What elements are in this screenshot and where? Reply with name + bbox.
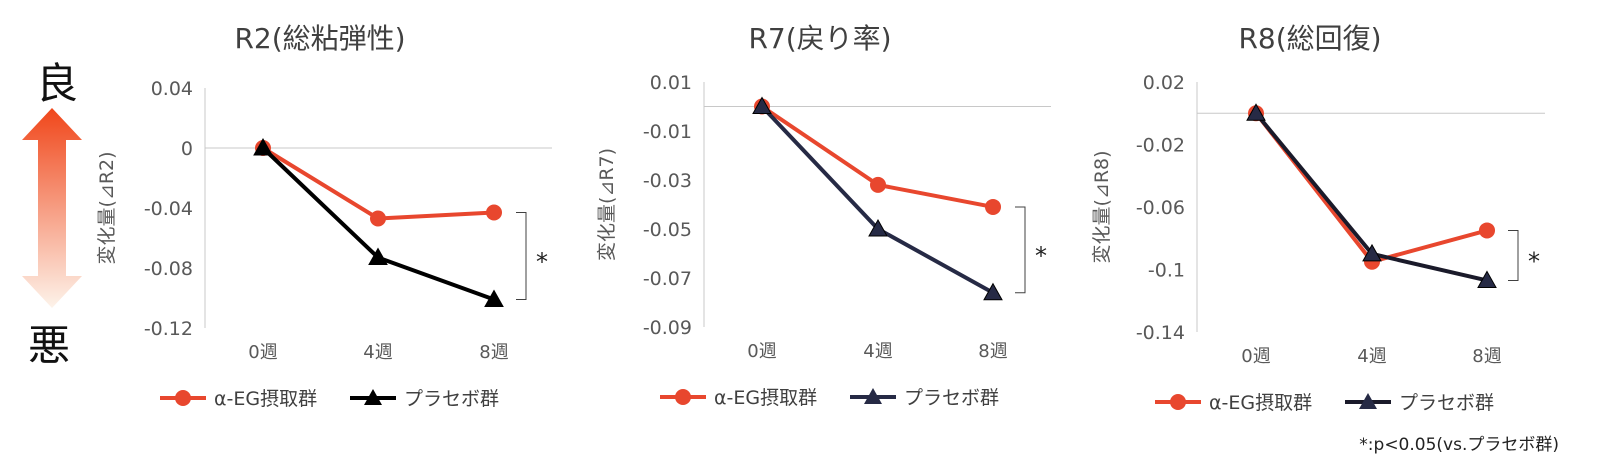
x-tick-label: 8週 — [1472, 346, 1501, 367]
legend-swatch-marker-placebo — [1359, 393, 1377, 409]
legend-label-placebo: プラセボ群 — [904, 387, 999, 409]
x-tick-label: 4週 — [363, 342, 392, 363]
data-point-placebo — [1477, 270, 1497, 288]
data-point-placebo — [253, 137, 273, 156]
legend-swatch-marker-alpha-eg — [175, 390, 191, 406]
data-point-alpha-eg — [985, 198, 1001, 215]
y-tick-label: 0.04 — [151, 78, 193, 100]
y-tick-label: -0.1 — [1148, 260, 1185, 282]
data-point-placebo — [368, 247, 388, 265]
y-tick-label: 0 — [181, 138, 193, 160]
chart-panel-2: R7(戻り率) 0.01 -0.01 -0.03 -0.05 -0.07 -0.09 変化量(… — [596, 22, 1051, 409]
x-tick-label: 8週 — [479, 342, 508, 363]
y-tick-label: -0.01 — [643, 121, 692, 143]
y-tick-label: -0.04 — [144, 198, 193, 220]
x-tick-label: 8週 — [978, 341, 1007, 362]
chart-title: R8(総回復) — [1238, 22, 1381, 55]
y-axis-label: 変化量(⊿R7) — [596, 148, 618, 261]
series-line-alpha-eg — [1254, 112, 1488, 264]
chart-title: R2(総粘弾性) — [234, 22, 405, 55]
data-point-placebo — [484, 289, 504, 307]
legend-label-placebo: プラセボ群 — [1399, 392, 1494, 414]
y-tick-label: -0.14 — [1136, 322, 1185, 344]
data-point-alpha-eg — [370, 210, 386, 227]
y-tick-label: -0.06 — [1136, 197, 1185, 219]
good-bad-double-arrow-icon — [22, 108, 82, 308]
data-point-placebo — [983, 282, 1003, 301]
significance-marker: * — [1528, 247, 1540, 275]
legend-label-alpha-eg: α-EG摂取群 — [1209, 392, 1312, 414]
y-tick-label: -0.09 — [643, 317, 692, 339]
y-tick-label: 0.02 — [1143, 72, 1185, 94]
significance-bracket — [516, 212, 527, 300]
y-tick-label: -0.07 — [643, 268, 692, 290]
x-tick-label: 0週 — [248, 342, 277, 363]
significance-bracket — [1508, 229, 1519, 281]
significance-bracket — [1015, 206, 1026, 294]
data-point-alpha-eg — [870, 176, 886, 193]
data-point-placebo — [868, 218, 888, 237]
y-tick-label: -0.02 — [1136, 135, 1185, 157]
y-axis-label: 変化量(⊿R8) — [1091, 150, 1113, 263]
chart-panel-1: R2(総粘弾性) 0.04 0 -0.04 -0.08 -0.12 変化量(⊿R2) 0週 4週… — [96, 22, 552, 410]
legend-swatch-marker-placebo — [364, 389, 382, 405]
y-axis-label: 変化量(⊿R2) — [96, 151, 118, 264]
data-point-placebo — [1362, 243, 1382, 262]
x-tick-label: 4週 — [863, 341, 892, 362]
legend-swatch-marker-placebo — [864, 388, 882, 404]
y-tick-label: -0.05 — [643, 219, 692, 241]
legend-label-placebo: プラセボ群 — [404, 388, 499, 410]
legend-label-alpha-eg: α-EG摂取群 — [214, 388, 317, 410]
legend-swatch-marker-alpha-eg — [675, 389, 691, 405]
data-point-alpha-eg — [486, 204, 502, 221]
legend-swatch-marker-alpha-eg — [1170, 394, 1186, 410]
data-point-placebo — [1246, 103, 1266, 121]
y-tick-label: 0.01 — [650, 72, 692, 94]
x-tick-label: 4週 — [1357, 346, 1386, 367]
chart-panel-3: R8(総回復) 0.02 -0.02 -0.06 -0.1 -0.14 変化量(⊿R8) 0週… — [1091, 22, 1545, 414]
data-point-placebo — [752, 96, 772, 114]
significance-marker: * — [536, 248, 548, 276]
y-tick-label: -0.03 — [643, 170, 692, 192]
chart-title: R7(戻り率) — [748, 22, 891, 55]
bad-label: 悪 — [28, 321, 71, 370]
good-label: 良 — [36, 59, 79, 108]
x-tick-label: 0週 — [1241, 346, 1270, 367]
y-tick-label: -0.12 — [144, 318, 193, 340]
x-tick-label: 0週 — [747, 341, 776, 362]
data-point-alpha-eg — [1479, 222, 1495, 239]
legend-label-alpha-eg: α-EG摂取群 — [714, 387, 817, 409]
significance-marker: * — [1035, 242, 1047, 270]
y-tick-label: -0.08 — [144, 258, 193, 280]
significance-footnote: *:p<0.05(vs.プラセボ群) — [1359, 435, 1559, 455]
